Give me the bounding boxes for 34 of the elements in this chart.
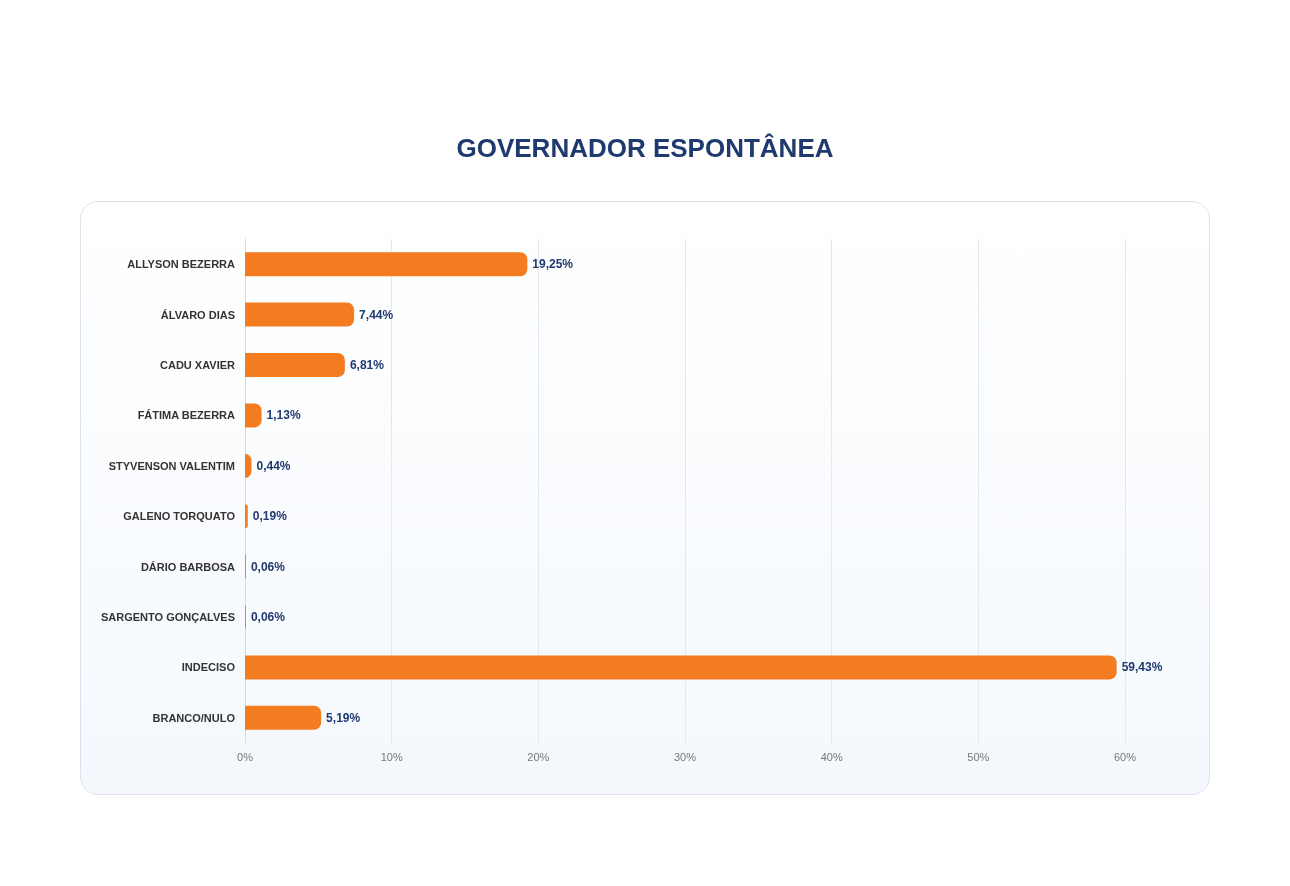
data-label: 0,06% [250, 559, 286, 574]
chart-title: GOVERNADOR ESPONTÂNEA [455, 133, 835, 164]
data-label: 6,81% [349, 358, 385, 372]
x-tick-label: 60% [1113, 750, 1137, 763]
y-tick-label: ALLYSON BEZERRA [127, 258, 236, 271]
bar [245, 302, 355, 327]
data-label: 0,44% [256, 458, 291, 473]
x-tick-label: 0% [237, 750, 254, 763]
data-label: 0,06% [250, 610, 286, 624]
y-tick-label: INDECISO [181, 661, 236, 674]
data-label: 5,19% [326, 710, 361, 725]
y-tick-label: GALENO TORQUATO [123, 510, 236, 523]
y-tick-label: STYVENSON VALENTIM [108, 459, 235, 472]
data-label: 7,44% [359, 307, 394, 322]
y-tick-label: FÁTIMA BEZERRA [137, 409, 236, 422]
bar [245, 655, 1117, 680]
x-tick-label: 40% [820, 750, 843, 763]
y-tick-label: SARGENTO GONÇALVES [100, 611, 235, 623]
bar [245, 403, 262, 428]
bar [245, 705, 322, 730]
y-tick-label: CADU XAVIER [160, 359, 236, 371]
bar [245, 252, 528, 277]
y-tick-label: BRANCO/NULO [152, 711, 236, 724]
y-tick-label: DÁRIO BARBOSA [140, 560, 236, 573]
x-tick-label: 10% [380, 750, 403, 763]
y-tick-label: ÁLVARO DIAS [160, 308, 235, 321]
data-label: 59,43% [1121, 660, 1163, 675]
data-label: 1,13% [266, 408, 301, 423]
bar [245, 353, 345, 377]
data-label: 19,25% [532, 257, 574, 272]
data-label: 0,19% [252, 509, 288, 524]
x-tick-label: 20% [527, 750, 550, 763]
x-tick-label: 50% [967, 750, 990, 763]
x-tick-label: 30% [673, 750, 697, 763]
